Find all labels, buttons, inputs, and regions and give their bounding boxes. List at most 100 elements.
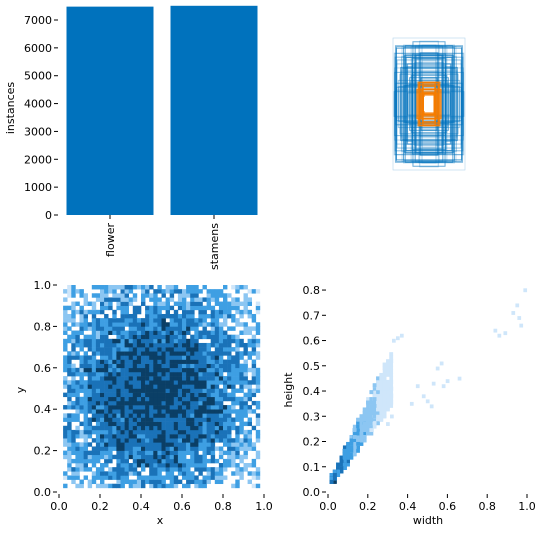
wh-heatmap-cell [382,376,387,381]
xy-heatmap-cell [145,463,150,468]
xy-heatmap-cell [223,434,228,439]
xy-heatmap-cell [182,363,187,369]
xy-heatmap-cell [79,463,84,468]
xy-heatmap-cell [227,384,232,389]
xy-heatmap-cell [239,338,244,344]
xy-heatmap-cell [91,285,97,290]
xy-heatmap-cell [198,417,203,422]
xy-heatmap-cell [157,388,162,393]
wh-heatmap-cell [359,435,364,439]
xy-heatmap-cell [165,376,170,381]
wh-heatmap-cell [369,431,374,436]
xy-heatmap-cell [210,380,216,385]
xy-heatmap-cell [67,371,72,377]
wh-heatmap-cell [339,455,344,460]
xy-heatmap-cell [169,305,175,311]
xy-heatmap-cell [79,434,84,439]
xy-heatmap-cell [71,285,76,290]
xy-heatmap-cell [165,483,170,489]
xy-heatmap-cell [218,376,224,381]
xy-heatmap-cell [145,351,150,356]
xy-heatmap-cell [182,289,187,294]
xy-heatmap-xlabel: x [157,514,164,527]
xy-heatmap-cell [71,380,76,385]
xy-heatmap-cell [165,446,170,451]
xy-heatmap-cell [71,417,76,422]
xy-heatmap-cell [182,396,187,402]
xy-heatmap-cell [190,475,195,480]
xy-heatmap-cell [136,405,142,410]
xy-heatmap-cell [186,479,191,485]
xy-heatmap-cell [165,326,170,331]
xy-heatmap-cell [169,463,175,468]
xy-heatmap-cell [223,475,228,480]
xy-heatmap-cell [120,454,125,460]
xy-heatmap-cell [75,380,80,385]
xy-heatmap-cell [128,450,134,456]
xy-heatmap-cell [243,376,248,381]
xy-heatmap-cell [182,409,187,414]
xy-heatmap-cell [182,293,187,298]
xy-heatmap-cell [120,347,125,352]
xy-heatmap-cell [198,305,203,311]
xy-heatmap-cell [251,376,257,381]
xy-heatmap-cell [231,421,236,427]
xy-heatmap-cell [100,483,105,489]
xy-heatmap-cell [100,301,105,306]
wh-heatmap-cell [435,366,440,371]
xy-heatmap-cell [87,467,93,472]
xy-heatmap-cell [108,421,113,427]
xy-heatmap-cell [157,417,162,422]
xy-heatmap-cell [120,400,125,406]
xy-heatmap-xtick-label: 0.2 [91,500,109,513]
xy-heatmap-cell [67,413,72,418]
xy-heatmap-cell [190,388,195,393]
wh-heatmap-cell [386,372,390,377]
xy-heatmap-cell [128,342,134,348]
xy-heatmap-cell [182,338,187,344]
xy-heatmap-cell [112,347,117,352]
xy-heatmap-cell [149,285,154,290]
xy-heatmap-cell [214,322,220,327]
xy-heatmap-cell [149,417,154,422]
xy-heatmap-cell [186,380,191,385]
xy-heatmap-cell [75,342,80,348]
xy-heatmap-cell [173,467,179,472]
wh-heatmap-cell [346,448,350,453]
xy-heatmap-cell [247,421,252,427]
xy-heatmap-cell [67,463,72,468]
xy-heatmap-cell [87,376,93,381]
xy-heatmap-cell [231,347,236,352]
xy-heatmap-cell [202,355,207,360]
xy-heatmap-cell [198,396,203,402]
xy-heatmap-cell [210,396,216,402]
xy-heatmap-cell [239,471,244,476]
xy-heatmap-cell [149,400,154,406]
xy-heatmap-cell [218,392,224,398]
xy-heatmap-cell [112,392,117,398]
wh-heatmap-cell [386,379,390,384]
xy-heatmap-cell [231,483,236,489]
xy-heatmap-cell [136,342,142,348]
wh-heatmap-cell [356,421,360,426]
xy-heatmap-cell [255,322,261,327]
xy-heatmap-cell [145,446,150,451]
xy-heatmap-cell [145,334,150,340]
xy-heatmap-cell [198,342,203,348]
wh-heatmap-cell [359,414,364,419]
xy-heatmap-cell [255,301,261,306]
xy-heatmap-cell [145,371,150,377]
xy-heatmap-cell [161,434,166,439]
xy-heatmap-cell [104,392,109,398]
xy-heatmap-cell [108,429,113,435]
xy-heatmap-cell [182,429,187,435]
xy-heatmap-cell [63,326,68,331]
wh-heatmap-cell [336,469,341,474]
xy-heatmap-cell [136,334,142,340]
xy-heatmap-cell [108,330,113,335]
xy-heatmap-cell [104,313,109,319]
xy-heatmap-cell [128,376,134,381]
wh-heatmap-cell [392,338,396,343]
xy-heatmap-cell [75,400,80,406]
xy-heatmap-cell [83,380,88,385]
